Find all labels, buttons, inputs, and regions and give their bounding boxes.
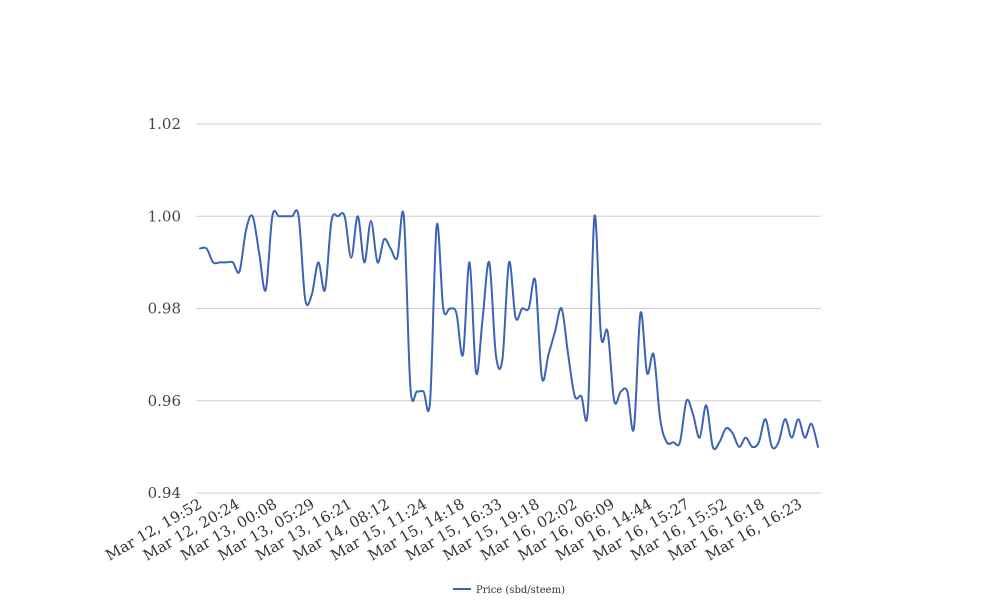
series-line (199, 209, 819, 451)
grid (196, 123, 821, 494)
legend: Price (sbd/steem) (453, 585, 565, 596)
y-tick-label: 0.94 (148, 484, 181, 502)
y-axis-ticks: 0.94 0.96 0.98 1.00 1.02 (148, 115, 181, 502)
y-tick-label: 1.02 (148, 115, 181, 133)
y-tick-label: 0.96 (148, 392, 181, 410)
series-layer (199, 209, 819, 451)
legend-label: Price (sbd/steem) (476, 585, 565, 596)
y-tick-label: 1.00 (148, 207, 181, 225)
y-tick-label: 0.98 (148, 300, 181, 318)
